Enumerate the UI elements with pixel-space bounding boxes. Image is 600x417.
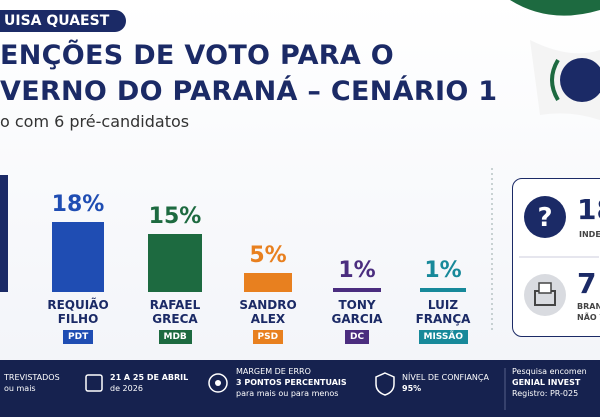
footer-icons: [85, 368, 506, 410]
footer-text: 95%: [402, 384, 422, 393]
bar: [148, 233, 202, 292]
title-line: VERNO DO PARANÁ – CENÁRIO 1: [0, 76, 498, 107]
party-tag: MISSÃO: [418, 330, 468, 344]
footer-text: 21 A 25 DE ABRIL: [110, 373, 189, 382]
panel-label: INDE: [579, 230, 600, 239]
category-label: TONY GARCIA: [331, 298, 383, 326]
title-line: ENÇÕES DE VOTO PARA O: [0, 40, 395, 71]
footer-text: para mais ou para menos: [236, 389, 339, 398]
svg-text:?: ?: [537, 203, 552, 233]
value-label: 5%: [249, 242, 287, 268]
footer-text: NÍVEL DE CONFIANÇA: [402, 373, 489, 382]
flag-decoration: [510, 0, 600, 120]
footer: TREVISTADOS ou mais 21 A 25 DE ABRIL de 202…: [0, 360, 600, 417]
bar-chart: % O 18% REQUIÃO FILHO PDT 15% RAFAEL GRECA MDB 5…: [0, 145, 471, 344]
category-label: LUIZ FRANÇA: [415, 298, 471, 326]
bar: [0, 175, 8, 292]
category-label: O: [0, 298, 22, 312]
side-panel: ? 18 INDE 7 BRAN NÃO V: [512, 178, 600, 337]
subtitle: o com 6 pré-candidatos: [0, 112, 190, 131]
footer-text: Pesquisa encomen: [512, 367, 587, 376]
question-icon: ?: [524, 196, 566, 238]
footer-text: TREVISTADOS: [4, 373, 60, 382]
footer-item: TREVISTADOS ou mais: [4, 372, 60, 394]
footer-text: MARGEM DE ERRO: [236, 367, 311, 376]
footer-text: 3 PONTOS PERCENTUAIS: [236, 378, 347, 387]
divider: [491, 168, 493, 333]
party-tag: PSD: [252, 330, 284, 344]
value-label: 1%: [424, 258, 462, 284]
bar: [244, 272, 292, 292]
footer-item: MARGEM DE ERRO 3 PONTOS PERCENTUAIS para m…: [236, 366, 347, 399]
footer-text: Registro: PR-025: [512, 389, 579, 398]
category-label: SANDRO ALEX: [239, 298, 297, 326]
panel-value: 7: [577, 267, 597, 300]
panel-label: BRAN: [577, 302, 600, 311]
badge: UISA QUAEST: [0, 10, 126, 32]
bar: [420, 288, 466, 292]
panel-divider: [519, 256, 599, 258]
footer-text: de 2026: [110, 384, 143, 393]
party-tag: PDT: [63, 330, 94, 344]
footer-item: NÍVEL DE CONFIANÇA 95%: [402, 372, 489, 394]
panel-value: 18: [577, 193, 600, 226]
ballot-icon: [524, 274, 566, 316]
bar: [52, 221, 104, 292]
value-label: 1%: [338, 258, 376, 284]
footer-text: ou mais: [4, 384, 36, 393]
footer-item: 21 A 25 DE ABRIL de 2026: [110, 372, 188, 394]
footer-item: Pesquisa encomen GENIAL INVEST Registro: P…: [512, 366, 587, 399]
party-tag: MDB: [158, 330, 192, 344]
bar: [333, 288, 381, 292]
category-label: REQUIÃO FILHO: [47, 298, 109, 326]
category-label: RAFAEL GRECA: [149, 298, 201, 326]
value-label: %: [0, 145, 22, 170]
footer-text: GENIAL INVEST: [512, 378, 581, 387]
panel-label: NÃO V: [577, 313, 600, 322]
value-label: 18%: [51, 191, 105, 217]
party-tag: DC: [345, 330, 370, 344]
value-label: 15%: [148, 203, 202, 229]
